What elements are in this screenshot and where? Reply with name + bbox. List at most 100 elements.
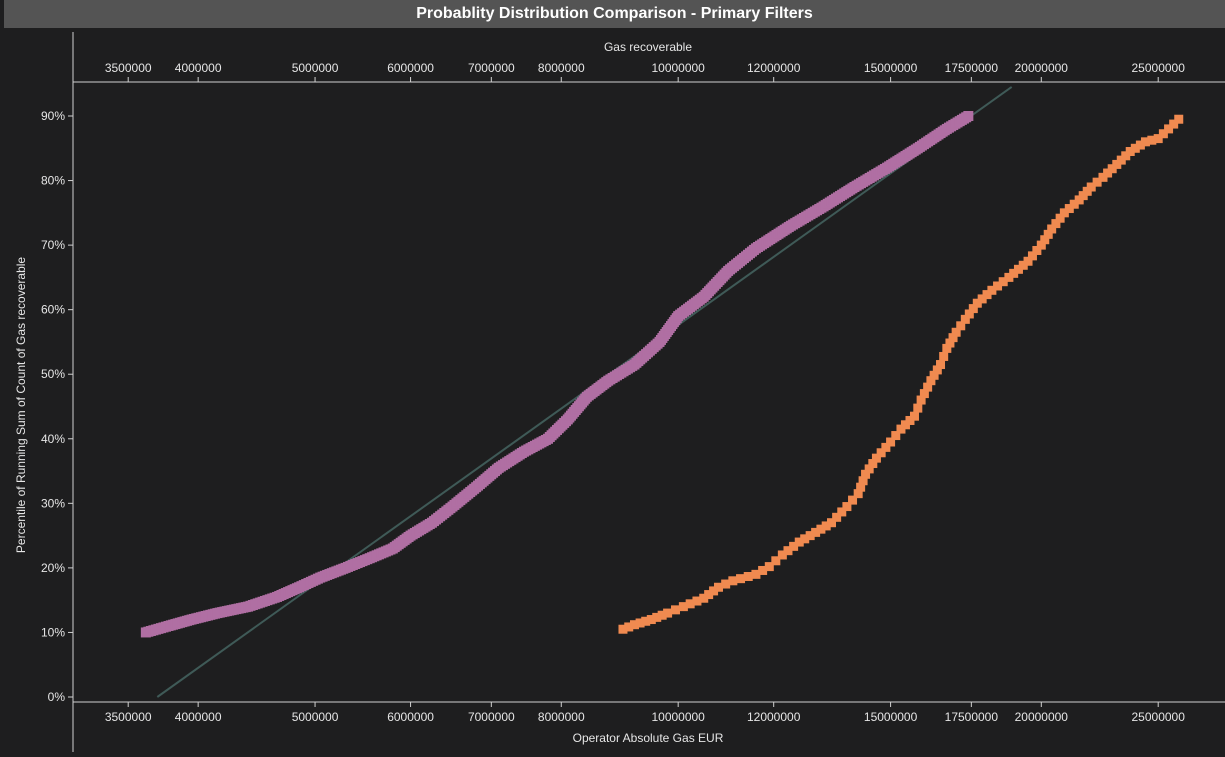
data-point — [945, 338, 955, 348]
data-point — [942, 343, 952, 353]
data-point — [1069, 199, 1079, 209]
data-point — [987, 285, 997, 295]
data-point — [1047, 224, 1057, 234]
series-1 — [140, 111, 974, 638]
data-point — [932, 365, 942, 375]
top-x-tick-label: 4000000 — [175, 61, 222, 75]
x-tick-label: 8000000 — [538, 710, 585, 724]
data-point — [641, 616, 651, 626]
y-tick-label: 30% — [41, 496, 65, 510]
data-point — [624, 622, 634, 632]
points-layer — [140, 111, 1184, 638]
y-tick-label: 60% — [41, 303, 65, 317]
axes — [72, 32, 1225, 752]
data-point — [853, 489, 863, 499]
data-point — [1027, 251, 1037, 261]
data-point — [881, 442, 891, 452]
x-tick-label: 5000000 — [292, 710, 339, 724]
data-point — [751, 569, 761, 579]
x-axis-label: Operator Absolute Gas EUR — [573, 731, 724, 745]
x-tick-label: 10000000 — [651, 710, 705, 724]
data-point — [871, 453, 881, 463]
data-point — [1158, 129, 1168, 139]
data-point — [1055, 213, 1065, 223]
y-tick-label: 40% — [41, 432, 65, 446]
data-point — [1036, 240, 1046, 250]
data-point — [896, 424, 906, 434]
data-point — [794, 537, 804, 547]
data-point — [1051, 219, 1061, 229]
data-point — [977, 294, 987, 304]
x-tick-label: 20000000 — [1015, 710, 1069, 724]
y-tick-label: 50% — [41, 367, 65, 381]
data-point — [913, 403, 923, 413]
x-tick-label: 15000000 — [864, 710, 918, 724]
data-point — [1009, 268, 1019, 278]
data-point — [856, 482, 866, 492]
data-point — [960, 314, 970, 324]
data-point — [704, 590, 714, 600]
x-tick-label: 6000000 — [387, 710, 434, 724]
top-x-tick-label: 20000000 — [1015, 61, 1069, 75]
data-point — [864, 464, 874, 474]
data-point — [758, 565, 768, 575]
data-point — [1092, 177, 1102, 187]
data-point — [868, 459, 878, 469]
data-point — [993, 281, 1003, 291]
data-point — [832, 512, 842, 522]
data-point — [805, 531, 815, 541]
data-point — [709, 586, 719, 596]
data-point — [721, 579, 731, 589]
data-point — [982, 290, 992, 300]
y-tick-label: 20% — [41, 561, 65, 575]
x-tick-label: 4000000 — [175, 710, 222, 724]
data-point — [939, 351, 949, 361]
top-x-tick-label: 3500000 — [105, 61, 152, 75]
data-point — [1013, 264, 1023, 274]
data-point — [685, 599, 695, 609]
data-point — [1023, 256, 1033, 266]
top-x-tick-label: 17500000 — [945, 61, 999, 75]
data-point — [1130, 143, 1140, 153]
x-tick-label: 7000000 — [468, 710, 515, 724]
data-point — [629, 620, 639, 630]
y-axis-label: Percentile of Running Sum of Count of Ga… — [14, 257, 28, 553]
data-point — [886, 437, 896, 447]
data-point — [948, 333, 958, 343]
top-x-tick-label: 25000000 — [1132, 61, 1186, 75]
chart-title: Probablity Distribution Comparison - Pri… — [4, 0, 1225, 28]
data-point — [956, 321, 966, 331]
data-point — [1098, 172, 1108, 182]
data-point — [1140, 137, 1150, 147]
data-point — [861, 469, 871, 479]
data-point — [1147, 135, 1157, 145]
data-point — [652, 612, 662, 622]
y-tick-label: 10% — [41, 625, 65, 639]
data-point — [789, 541, 799, 551]
data-point — [826, 518, 836, 528]
x-tick-label: 25000000 — [1132, 710, 1186, 724]
data-point — [1107, 164, 1117, 174]
data-point — [936, 360, 946, 370]
data-point — [900, 420, 910, 430]
data-point — [663, 608, 673, 618]
data-point — [998, 277, 1008, 287]
data-point — [951, 327, 961, 337]
data-point — [972, 298, 982, 308]
data-point — [1040, 235, 1050, 245]
x-tick-label: 17500000 — [945, 710, 999, 724]
x-tick-label: 3500000 — [105, 710, 152, 724]
data-point — [1059, 208, 1069, 218]
y-tick-label: 70% — [41, 238, 65, 252]
y-tick-label: 80% — [41, 174, 65, 188]
data-point — [905, 415, 915, 425]
data-point — [1135, 140, 1145, 150]
top-x-tick-label: 15000000 — [864, 61, 918, 75]
data-point — [1086, 182, 1096, 192]
series-2 — [618, 114, 1184, 634]
data-point — [816, 524, 826, 534]
data-point — [848, 495, 858, 505]
data-point — [764, 562, 774, 572]
data-point — [657, 610, 667, 620]
top-x-tick-label: 6000000 — [387, 61, 434, 75]
